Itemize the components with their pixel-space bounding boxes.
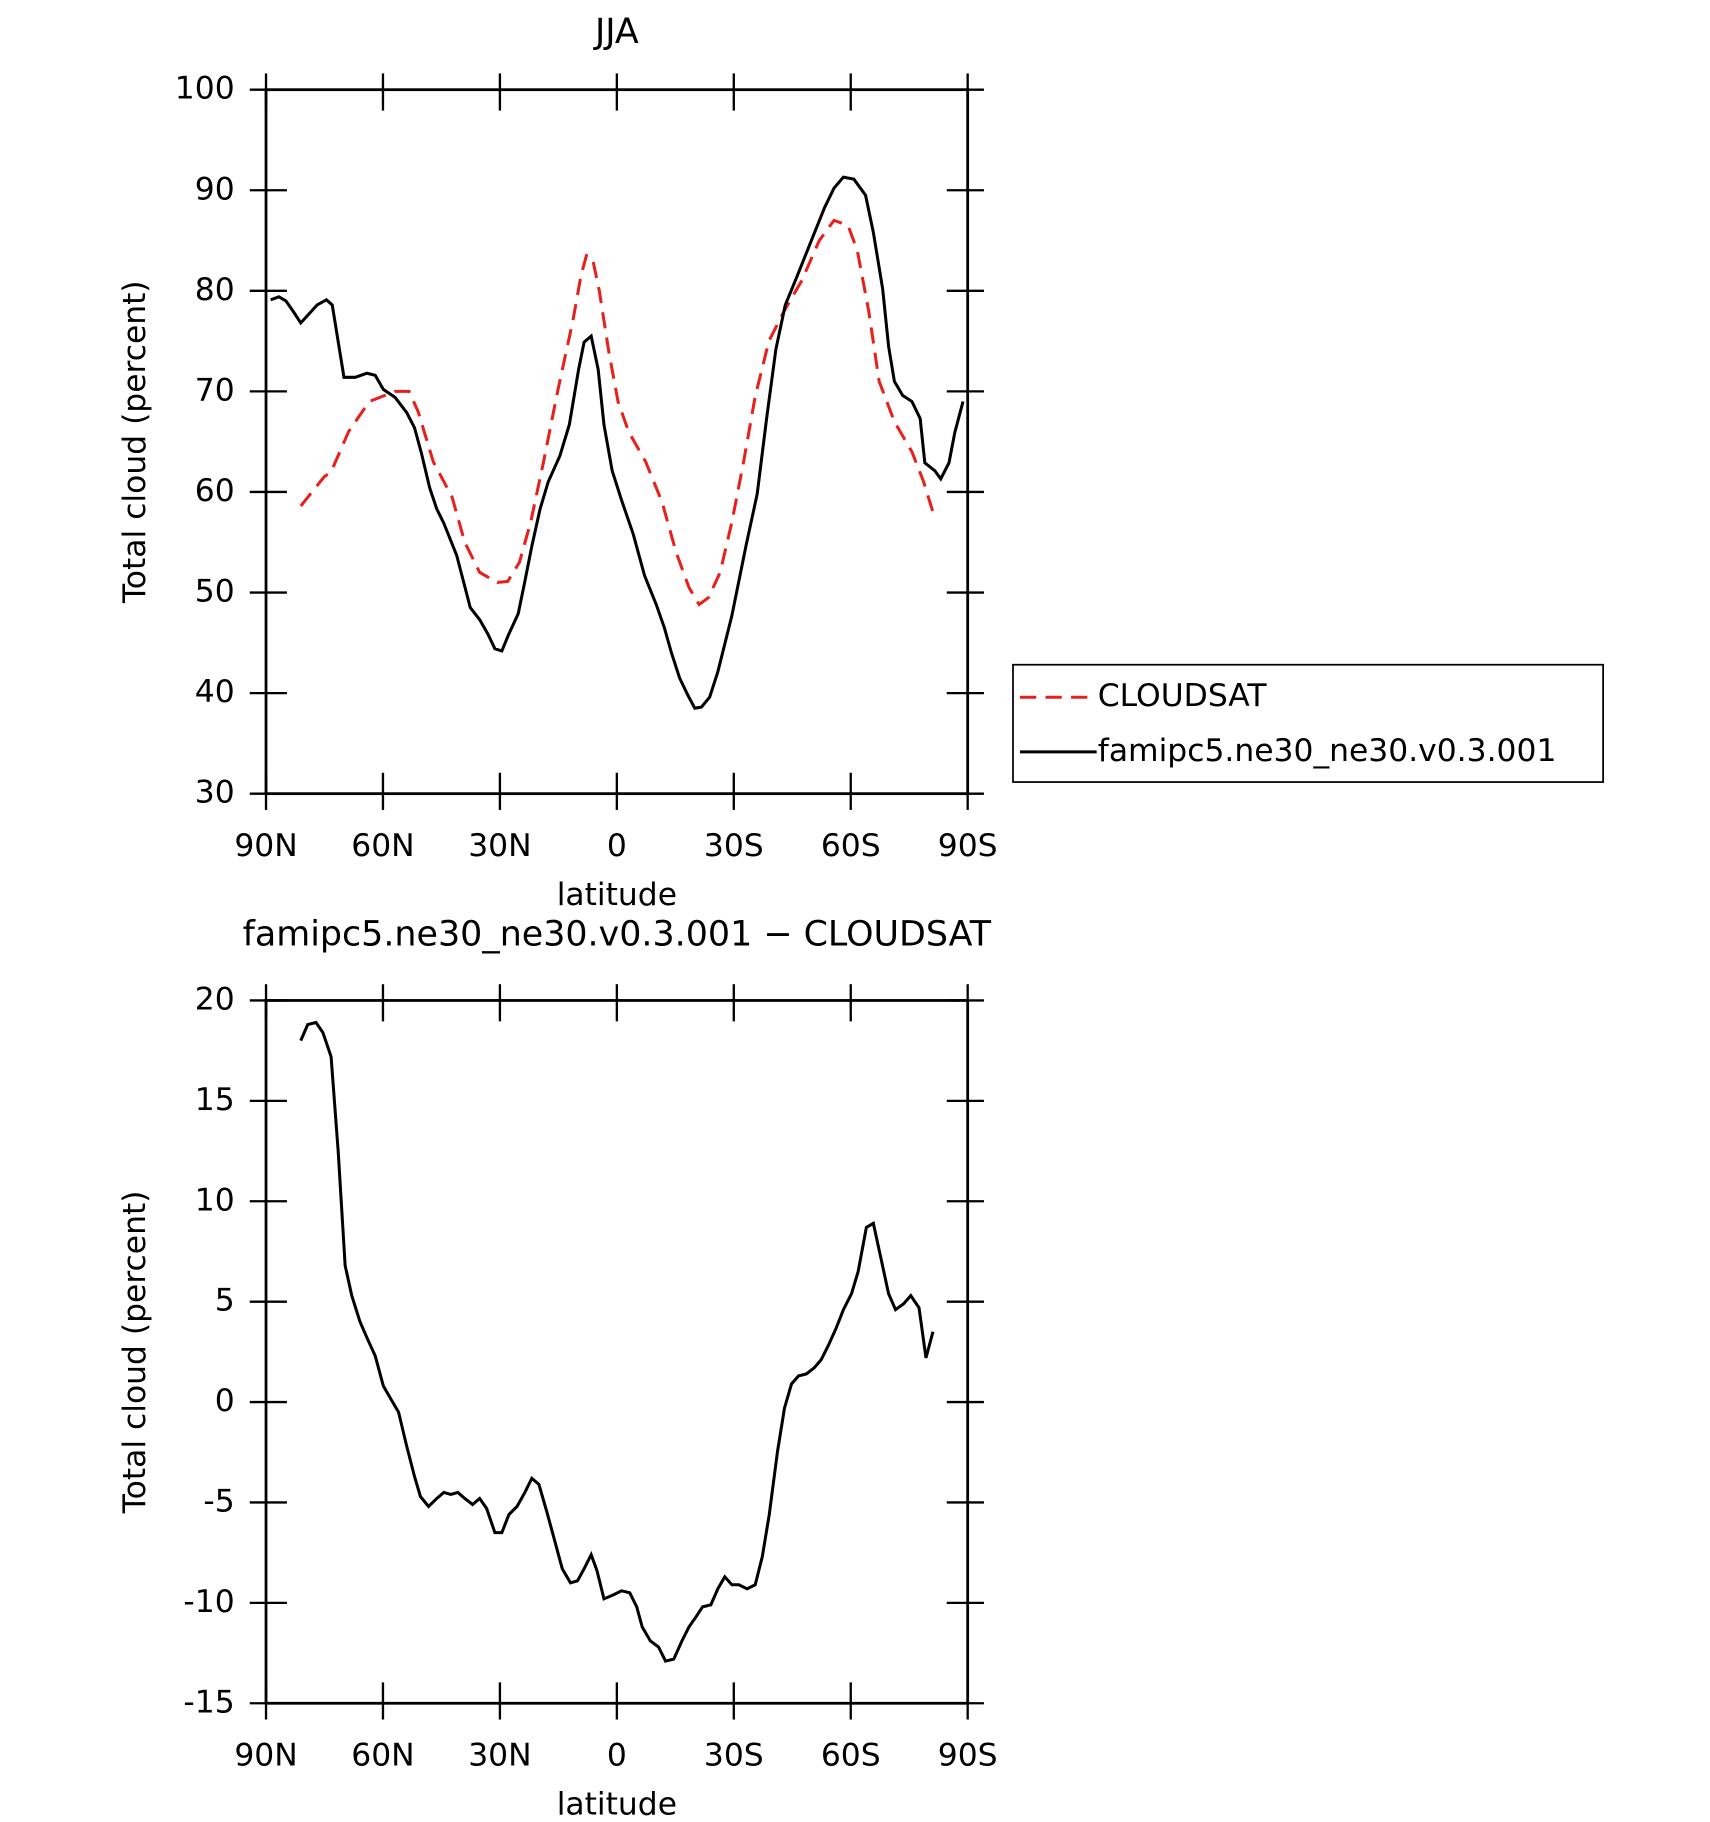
x-tick-label: 30S <box>704 1738 764 1774</box>
chart-title: famipc5.ne30_ne30.v0.3.001 − CLOUDSAT <box>243 914 992 954</box>
x-tick-label: 60S <box>821 1738 881 1774</box>
plot-frame <box>264 88 970 796</box>
y-tick-label: 100 <box>175 71 235 107</box>
y-tick-label: 40 <box>195 674 235 710</box>
x-tick-label: 60N <box>351 828 414 864</box>
x-tick-label: 30N <box>468 828 531 864</box>
legend-label: CLOUDSAT <box>1098 678 1268 714</box>
y-tick-label: 80 <box>195 272 235 308</box>
legend-label: famipc5.ne30_ne30.v0.3.001 <box>1098 733 1557 769</box>
data-line <box>299 218 935 607</box>
y-tick-label: 70 <box>195 372 235 408</box>
x-tick-label: 30S <box>704 828 764 864</box>
x-tick-label: 60N <box>351 1738 414 1774</box>
y-axis-label: Total cloud (percent) <box>117 1191 153 1515</box>
y-tick-label: 90 <box>195 171 235 207</box>
y-tick-label: -10 <box>183 1584 234 1620</box>
y-tick-label: 20 <box>195 981 235 1017</box>
x-tick-label: 0 <box>607 1738 627 1774</box>
x-axis-label: latitude <box>557 877 677 913</box>
x-tick-label: 90S <box>938 828 998 864</box>
x-tick-label: 60S <box>821 828 881 864</box>
chart-title: JJA <box>593 12 639 52</box>
x-axis-label: latitude <box>557 1786 677 1822</box>
plot-frame <box>264 999 970 1705</box>
y-axis-label: Total cloud (percent) <box>117 280 153 604</box>
x-tick-label: 90N <box>234 828 297 864</box>
legend: CLOUDSAT famipc5.ne30_ne30.v0.3.001 <box>1012 663 1604 783</box>
y-tick-label: -5 <box>203 1483 234 1519</box>
x-tick-label: 90S <box>938 1738 998 1774</box>
data-line <box>270 175 965 710</box>
y-tick-label: 0 <box>215 1383 235 1419</box>
y-tick-label: 60 <box>195 473 235 509</box>
y-tick-label: 10 <box>195 1182 235 1218</box>
y-tick-label: 50 <box>195 574 235 610</box>
y-tick-label: 30 <box>195 775 235 811</box>
y-tick-label: 15 <box>195 1082 235 1118</box>
x-tick-label: 30N <box>468 1738 531 1774</box>
legend-box <box>1012 663 1604 783</box>
y-tick-label: -15 <box>183 1684 234 1720</box>
x-tick-label: 90N <box>234 1738 297 1774</box>
data-line <box>299 1020 935 1663</box>
y-tick-label: 5 <box>215 1283 235 1319</box>
x-tick-label: 0 <box>607 828 627 864</box>
